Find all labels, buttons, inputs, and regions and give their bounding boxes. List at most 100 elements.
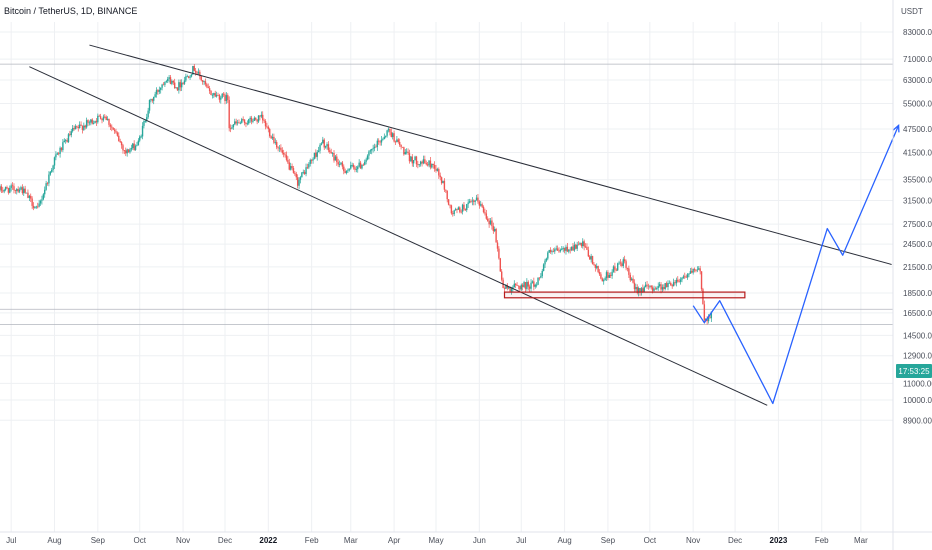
candle-body [28, 195, 31, 198]
candle-body [685, 276, 687, 278]
candle-body [62, 142, 64, 151]
candle-body [709, 317, 711, 319]
candle-body [241, 119, 243, 123]
candle-body [404, 152, 406, 155]
candle-body [130, 148, 133, 150]
drawing-annotations[interactable] [29, 44, 900, 406]
candle-body [41, 199, 43, 201]
candle-body [225, 95, 228, 102]
candle-body [211, 94, 214, 96]
candle-body [234, 121, 236, 125]
candle-body [278, 147, 281, 149]
candle-body [77, 127, 79, 129]
candle-body [194, 70, 197, 73]
candle-body [221, 93, 223, 98]
candle-body [126, 149, 128, 154]
candle-body [692, 268, 694, 273]
candle-body [544, 260, 546, 265]
candle-body [288, 162, 290, 170]
candle-body [598, 271, 601, 275]
support-zone-box[interactable] [503, 291, 746, 299]
candle-body [584, 246, 587, 248]
candle-body [175, 87, 177, 89]
candle-body [591, 256, 594, 264]
candle-body [168, 77, 170, 79]
candle-body [443, 180, 446, 190]
candle-body [185, 76, 187, 81]
candle-body [172, 80, 174, 83]
candle-body [369, 150, 372, 152]
price-projection-path[interactable] [692, 125, 900, 405]
candle-body [565, 246, 567, 251]
candle-body [632, 278, 634, 283]
candle-body [594, 264, 597, 268]
candle-body [466, 204, 468, 211]
candle-body [6, 187, 8, 189]
candle-body [231, 127, 233, 129]
y-tick-label: 35500.00 [903, 176, 932, 185]
candle-body [611, 271, 613, 276]
candle-body [137, 140, 140, 145]
candle-body [108, 118, 110, 125]
candle-body [280, 147, 282, 151]
trendline-lower-support[interactable] [29, 66, 768, 406]
candle-body [425, 163, 427, 165]
candle-body [696, 269, 699, 271]
candle-body [577, 244, 580, 246]
candle-body [589, 256, 591, 260]
candle-body [55, 154, 57, 158]
candle-body [480, 204, 482, 206]
candle-body [545, 258, 548, 261]
candle-body [320, 143, 323, 145]
candle-body [414, 156, 416, 161]
horizontal-lines [0, 63, 893, 325]
candle-body [474, 200, 476, 202]
candle-body [498, 248, 500, 259]
candle-body [622, 259, 624, 266]
candle-body [189, 76, 191, 78]
candle-body [45, 183, 47, 190]
candle-body [513, 283, 515, 288]
candle-body [256, 119, 258, 122]
candle-body [555, 248, 557, 250]
candle-body [94, 120, 96, 124]
candle-body [387, 128, 390, 131]
candle-body [255, 117, 257, 120]
candle-body [270, 136, 272, 139]
candle-body [527, 281, 529, 287]
candle-body [449, 204, 451, 206]
x-tick-label: Oct [134, 536, 147, 545]
candle-body [682, 276, 685, 278]
candle-body [524, 282, 527, 289]
candle-body [71, 128, 74, 132]
price-axis[interactable]: 83000.00 71000.00 63000.00 55000.00 47500.00… [892, 0, 932, 550]
candle-body [64, 140, 67, 141]
candle-body [345, 170, 348, 174]
candle-body [113, 129, 116, 132]
candle-body [90, 119, 92, 123]
candle-body [80, 124, 82, 126]
candle-body [343, 166, 345, 172]
candle-body [213, 93, 215, 95]
time-axis[interactable]: Jul Aug Sep Oct Nov Dec 2022 Feb Mar Apr May Jun Jul… [0, 531, 932, 545]
candle-body [477, 197, 479, 202]
candlestick-series [0, 64, 713, 325]
candle-body [698, 268, 700, 270]
candle-body [531, 281, 534, 283]
trendline-upper-resistance[interactable] [89, 44, 892, 265]
y-tick-label: 83000.00 [903, 28, 932, 37]
x-tick-label: Sep [601, 536, 616, 545]
candle-body [274, 142, 277, 143]
candle-body [576, 244, 578, 249]
candle-body [23, 188, 25, 194]
candle-body [67, 134, 70, 142]
projection-arrowhead[interactable] [892, 124, 900, 133]
candle-body [132, 143, 134, 149]
candle-body [482, 206, 485, 213]
candle-body [285, 155, 288, 160]
candle-body [136, 144, 138, 146]
candle-body [253, 117, 256, 121]
candle-body [407, 151, 409, 154]
candle-body [415, 156, 418, 165]
